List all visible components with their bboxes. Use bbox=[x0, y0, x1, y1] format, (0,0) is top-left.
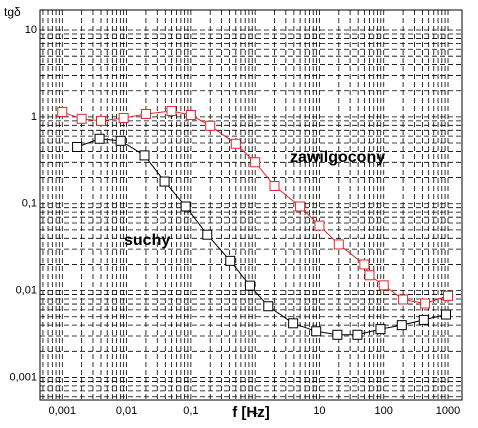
marker bbox=[314, 220, 325, 231]
y-tick-label: 0,001 bbox=[9, 371, 37, 383]
marker bbox=[398, 294, 409, 305]
y-tick-label: 1 bbox=[31, 111, 37, 123]
x-tick-label: 0,1 bbox=[183, 405, 198, 417]
x-tick-label: 0,001 bbox=[49, 405, 77, 417]
marker bbox=[230, 138, 241, 149]
marker bbox=[269, 181, 280, 192]
marker bbox=[57, 106, 68, 117]
marker bbox=[95, 115, 106, 126]
x-tick-label: 1000 bbox=[436, 405, 460, 417]
series-label: suchy bbox=[124, 232, 170, 249]
marker bbox=[118, 113, 129, 124]
plot-frame bbox=[39, 9, 463, 401]
marker bbox=[263, 301, 274, 312]
marker bbox=[166, 105, 177, 116]
marker bbox=[72, 141, 83, 152]
marker bbox=[202, 229, 213, 240]
marker bbox=[443, 290, 454, 301]
y-tick-label: 0,1 bbox=[22, 198, 37, 210]
marker bbox=[352, 329, 363, 340]
marker bbox=[139, 150, 150, 161]
plot bbox=[57, 105, 454, 340]
x-tick-label: 1 bbox=[252, 405, 258, 417]
marker bbox=[76, 113, 87, 124]
marker bbox=[180, 201, 191, 212]
marker bbox=[244, 280, 255, 291]
marker bbox=[420, 298, 431, 309]
marker bbox=[364, 270, 375, 281]
marker bbox=[288, 318, 299, 329]
x-tick-label: 0,01 bbox=[116, 405, 137, 417]
marker bbox=[396, 320, 407, 331]
marker bbox=[159, 176, 170, 187]
marker bbox=[94, 133, 105, 144]
y-tick-label: 10 bbox=[25, 24, 37, 36]
marker bbox=[205, 120, 216, 131]
x-tick-label: 100 bbox=[375, 405, 393, 417]
series-label: zawilgocony bbox=[290, 149, 385, 166]
x-tick-label: 10 bbox=[313, 405, 325, 417]
marker bbox=[359, 259, 370, 270]
marker bbox=[332, 329, 343, 340]
marker bbox=[295, 201, 306, 212]
marker bbox=[225, 255, 236, 266]
marker bbox=[333, 239, 344, 250]
grid bbox=[40, 10, 462, 400]
marker bbox=[418, 314, 429, 325]
y-axis-label: tgδ bbox=[4, 5, 21, 19]
marker bbox=[140, 108, 151, 119]
marker bbox=[311, 326, 322, 337]
marker bbox=[185, 110, 196, 121]
x-axis-label: f [Hz] bbox=[232, 404, 270, 421]
marker bbox=[375, 324, 386, 335]
marker bbox=[250, 157, 261, 168]
marker bbox=[115, 135, 126, 146]
marker bbox=[378, 280, 389, 291]
marker bbox=[440, 309, 451, 320]
y-tick-label: 0,01 bbox=[16, 284, 37, 296]
